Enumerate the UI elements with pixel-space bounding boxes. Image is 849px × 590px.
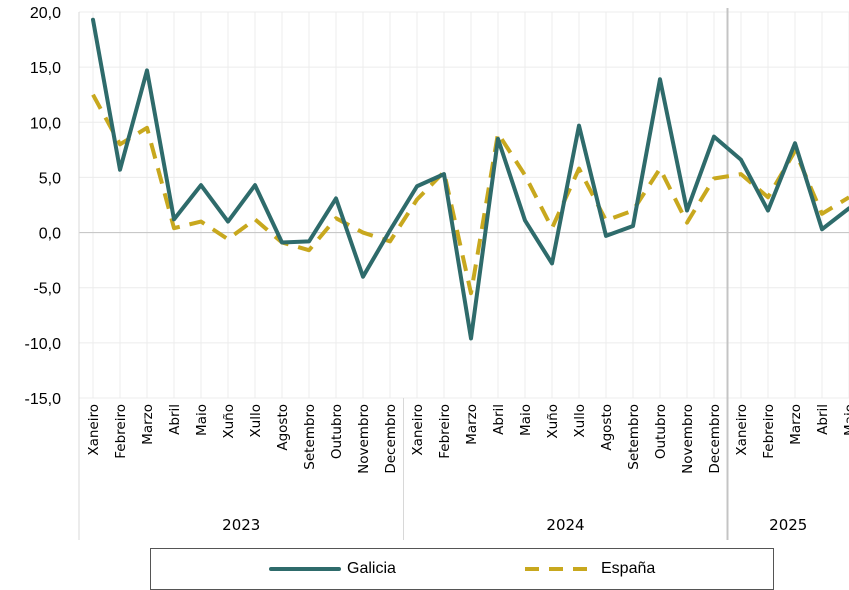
x-tick-label: Xaneiro <box>734 404 750 456</box>
year-label: 2024 <box>546 516 584 534</box>
legend-item-espana: España <box>523 559 655 579</box>
x-tick-label: Marzo <box>140 404 156 445</box>
x-tick-label: Marzo <box>788 404 804 445</box>
legend-label-espana: España <box>601 560 656 577</box>
x-tick-label: Abril <box>167 404 183 435</box>
axis-labels: 20,0 15,0 10,0 5,0 0,0 -5,0 -10,0 -15,0 2023 2024… <box>25 5 849 534</box>
x-tick-label: Xaneiro <box>86 404 102 456</box>
x-tick-label: Xuño <box>221 404 237 439</box>
x-tick-label: Xaneiro <box>410 404 426 456</box>
x-tick-label: Agosto <box>275 404 291 451</box>
y-tick-label: -5,0 <box>33 281 61 298</box>
x-tick-label: Xullo <box>248 404 264 438</box>
series-line-espana <box>91 93 849 296</box>
x-tick-label: Maio <box>842 404 849 436</box>
legend-label-galicia: Galicia <box>347 560 396 577</box>
x-tick-label: Abril <box>491 404 507 435</box>
x-tick-label: Setembro <box>302 404 318 470</box>
x-tick-label: Outubro <box>653 404 669 459</box>
y-tick-label: 20,0 <box>30 5 61 22</box>
x-tick-label: Maio <box>518 404 534 436</box>
year-label: 2023 <box>222 516 260 534</box>
x-tick-label: Agosto <box>599 404 615 451</box>
x-tick-label: Febreiro <box>437 404 453 459</box>
y-tick-label: -15,0 <box>25 391 62 408</box>
x-tick-label: Novembro <box>356 404 372 474</box>
y-tick-label: 10,0 <box>30 115 61 132</box>
x-tick-label: Setembro <box>626 404 642 470</box>
x-tick-label: Decembro <box>707 404 723 474</box>
x-tick-label: Xuño <box>545 404 561 439</box>
legend-swatch-espana <box>525 567 593 571</box>
y-tick-label: 0,0 <box>39 226 61 243</box>
x-tick-label: Novembro <box>680 404 696 474</box>
y-tick-label: -10,0 <box>25 336 62 353</box>
x-tick-label: Decembro <box>383 404 399 474</box>
x-tick-label: Febreiro <box>761 404 777 459</box>
x-tick-label: Febreiro <box>113 404 129 459</box>
x-tick-label: Maio <box>194 404 210 436</box>
x-tick-label: Abril <box>815 404 831 435</box>
legend-item-galicia: Galicia <box>269 559 396 579</box>
gridlines <box>79 11 849 399</box>
series-line-galicia <box>91 17 849 341</box>
series-lines <box>91 17 849 341</box>
year-label: 2025 <box>769 516 807 534</box>
legend: Galicia España <box>150 548 774 590</box>
y-tick-label: 15,0 <box>30 60 61 77</box>
y-tick-label: 5,0 <box>39 170 61 187</box>
x-tick-label: Outubro <box>329 404 345 459</box>
x-tick-label: Marzo <box>464 404 480 445</box>
axes <box>78 8 849 540</box>
legend-swatch-galicia <box>269 567 341 571</box>
x-tick-label: Xullo <box>572 404 588 438</box>
